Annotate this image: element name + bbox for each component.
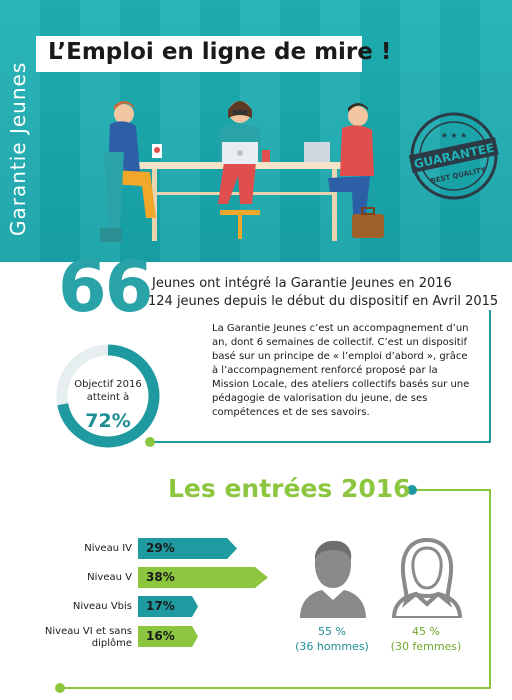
women-count: (30 femmes): [390, 640, 462, 653]
level-label-v: Niveau V: [87, 572, 132, 583]
level-value-vi: 16%: [146, 629, 175, 643]
entries-title: Les entrées 2016: [168, 474, 411, 503]
level-bar-iv: 29%: [138, 538, 237, 559]
level-value-vbis: 17%: [146, 599, 175, 613]
description-paragraph: La Garantie Jeunes c’est un accompagneme…: [212, 323, 470, 418]
level-value-v: 38%: [146, 570, 175, 584]
level-bar-vi: 16%: [138, 626, 198, 647]
men-stats: 55 % (36 hommes): [292, 624, 372, 654]
level-label-vi: Niveau VI et sans diplôme: [44, 626, 132, 649]
page-title: L’Emploi en ligne de mire !: [48, 39, 392, 65]
stat-line-1: Jeunes ont intégré la Garantie Jeunes en…: [152, 276, 452, 291]
objective-label: Objectif 2016 atteint à: [62, 378, 154, 404]
level-bar-iv-shape: [138, 538, 237, 559]
level-bar-vbis: 17%: [138, 596, 198, 617]
men-count: (36 hommes): [295, 640, 369, 653]
stat-line-2: 124 jeunes depuis le début du dispositif…: [148, 294, 499, 309]
level-bar-v: 38%: [138, 567, 268, 588]
woman-icon: [392, 537, 462, 618]
objective-progress-ring: [56, 344, 160, 448]
level-bar-vi-shape: [138, 626, 198, 647]
objective-value: 72%: [85, 410, 131, 432]
men-percent: 55 %: [318, 625, 346, 638]
svg-text:★ ★ ★: ★ ★ ★: [441, 131, 468, 140]
guarantee-stamp-icon: GUARANTEE BEST QUALITY ★ ★ ★: [408, 112, 499, 200]
level-value-iv: 29%: [146, 541, 175, 555]
man-icon: [300, 540, 366, 618]
level-bar-v-shape: [138, 567, 268, 588]
hero-banner: L’Emploi en ligne de mire ! Garantie Jeu…: [0, 0, 512, 262]
title-box: L’Emploi en ligne de mire !: [36, 36, 391, 72]
objective-label-line2: atteint à: [86, 392, 130, 403]
women-stats: 45 % (30 femmes): [386, 624, 466, 654]
level-bar-vbis-shape: [138, 596, 198, 617]
level-label-vbis: Niveau Vbis: [72, 601, 132, 612]
office-scene-illustration: [100, 101, 384, 242]
big-number: 66: [58, 246, 153, 328]
women-percent: 45 %: [412, 625, 440, 638]
objective-label-line1: Objectif 2016: [74, 379, 142, 390]
level-label-iv: Niveau IV: [84, 543, 132, 554]
